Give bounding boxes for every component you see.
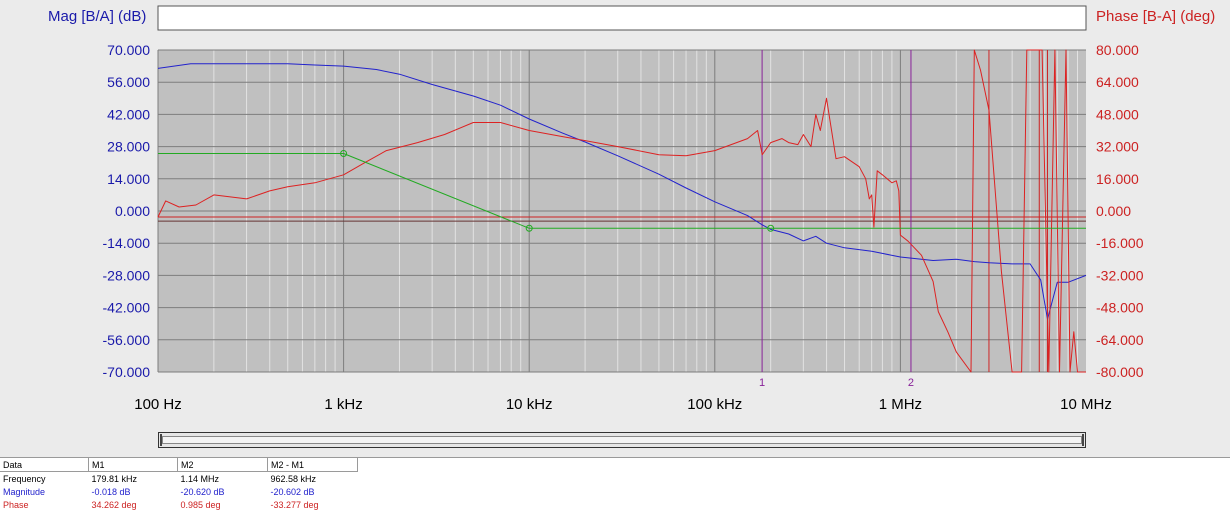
horizontal-scrollbar[interactable] <box>158 432 1086 448</box>
scroll-right-cap <box>1082 434 1084 446</box>
y-tick-label-right: -80.000 <box>1096 364 1144 380</box>
row-frequency: Frequency 179.81 kHz 1.14 MHz 962.58 kHz <box>0 472 358 486</box>
y-tick-label-left: 0.000 <box>115 203 150 219</box>
y-tick-label-right: 64.000 <box>1096 74 1139 90</box>
row-label: Magnitude <box>3 486 46 497</box>
y-tick-label-left: 70.000 <box>107 42 150 58</box>
cell-m2-phase: 0.985 deg <box>180 499 221 510</box>
cell-m1-phase: 34.262 deg <box>91 499 137 510</box>
scroll-left-cap <box>160 434 162 446</box>
y-tick-label-left: 56.000 <box>107 74 150 90</box>
y-tick-label-right: 0.000 <box>1096 203 1131 219</box>
col-header-m2-m1[interactable]: M2 - M1 <box>267 458 358 472</box>
series-reference-point <box>340 150 348 157</box>
y-tick-label-right: -64.000 <box>1096 332 1144 348</box>
x-tick-label: 1 MHz <box>879 396 922 413</box>
marker-data-table: Data M1 M2 M2 - M1 Frequency 179.81 kHz … <box>0 457 1230 520</box>
y-tick-label-left: -14.000 <box>103 235 151 251</box>
horizontal-gridlines <box>158 49 1086 373</box>
marker-table-header: Data M1 M2 M2 - M1 <box>0 458 358 472</box>
col-header-data: Data <box>0 458 89 472</box>
row-label: Frequency <box>3 473 46 484</box>
marker-label: 1 <box>759 377 765 389</box>
row-label: Phase <box>3 499 29 510</box>
x-tick-labels: 100 Hz 1 kHz 10 kHz 100 kHz 1 MHz 10 MHz <box>134 396 1112 413</box>
y-tick-label-left: 28.000 <box>107 139 150 155</box>
cell-m1-magnitude: -0.018 dB <box>91 486 131 497</box>
cell-m1-frequency: 179.81 kHz <box>91 473 138 484</box>
y-tick-label-left: 42.000 <box>107 106 150 122</box>
y-tick-label-left: -28.000 <box>103 267 151 283</box>
series-layer <box>157 49 1087 373</box>
row-magnitude: Magnitude -0.018 dB -20.620 dB -20.602 d… <box>0 485 358 498</box>
series-phase-line <box>157 49 1086 373</box>
cell-delta-frequency: 962.58 kHz <box>270 473 317 484</box>
cell-m2-magnitude: -20.620 dB <box>180 486 225 497</box>
y-tick-labels-left: 70.000 56.000 42.000 28.000 14.000 0.000 -14.0… <box>103 42 151 380</box>
y-tick-label-left: -42.000 <box>103 300 151 316</box>
y-tick-labels-right: 80.000 64.000 48.000 32.000 16.000 0.000 -16.0… <box>1096 42 1144 380</box>
marker-label: 2 <box>908 377 914 389</box>
series-reference-point <box>525 224 533 232</box>
x-tick-label: 10 MHz <box>1060 396 1112 413</box>
y-tick-label-left: -56.000 <box>103 332 151 348</box>
y-tick-label-right: -16.000 <box>1096 235 1144 251</box>
y-tick-label-left: 14.000 <box>107 171 150 187</box>
y-tick-label-right: 16.000 <box>1096 171 1139 187</box>
cell-delta-magnitude: -20.602 dB <box>270 486 315 497</box>
y-axis-title-left: Mag [B/A] (dB) <box>48 8 146 25</box>
header-bar <box>157 5 1087 31</box>
bode-plot-chart[interactable]: Mag [B/A] (dB) Phase [B-A] (deg) 70.000 5… <box>0 0 1230 425</box>
col-header-m1[interactable]: M1 <box>88 458 178 472</box>
scroll-thumb[interactable] <box>162 436 1082 444</box>
x-tick-label: 1 kHz <box>324 396 362 413</box>
y-tick-label-right: -48.000 <box>1096 300 1144 316</box>
y-tick-label-right: -32.000 <box>1096 267 1144 283</box>
y-axis-title-right: Phase [B-A] (deg) <box>1096 8 1215 25</box>
x-tick-label: 10 kHz <box>506 396 553 413</box>
y-tick-label-right: 48.000 <box>1096 106 1139 122</box>
y-tick-label-right: 80.000 <box>1096 42 1139 58</box>
series-reference-point <box>767 224 775 232</box>
x-tick-label: 100 kHz <box>687 396 742 413</box>
y-tick-label-left: -70.000 <box>103 364 151 380</box>
series-reference-line <box>158 153 1086 229</box>
cell-m2-frequency: 1.14 MHz <box>180 473 220 484</box>
y-tick-label-right: 32.000 <box>1096 139 1139 155</box>
col-header-m2[interactable]: M2 <box>177 458 268 472</box>
row-phase: Phase 34.262 deg 0.985 deg -33.277 deg <box>0 498 358 511</box>
cell-delta-phase: -33.277 deg <box>270 499 319 510</box>
x-tick-label: 100 Hz <box>134 396 182 413</box>
reference-hlines <box>158 216 1086 222</box>
